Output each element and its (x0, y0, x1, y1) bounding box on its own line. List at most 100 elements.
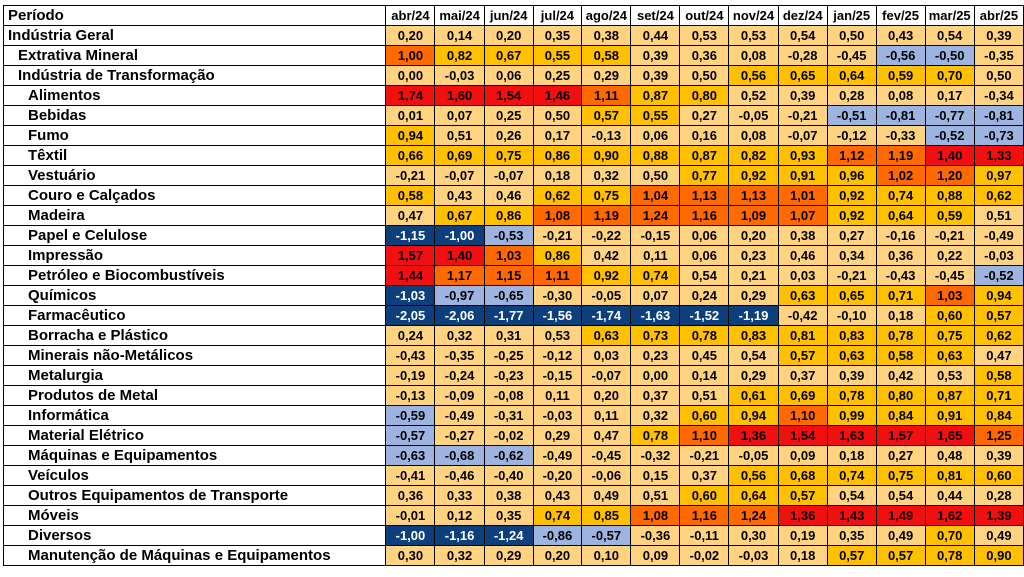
heatmap-cell: 0,94 (385, 125, 436, 146)
column-header: ago/24 (581, 5, 632, 26)
heatmap-cell: 0,35 (483, 505, 534, 526)
heatmap-cell: 0,39 (777, 85, 828, 106)
row-label: Vestuário (2, 165, 387, 186)
heatmap-cell: 0,83 (826, 325, 877, 346)
heatmap-cell: 0,29 (483, 545, 534, 566)
heatmap-cell: 0,97 (973, 165, 1024, 186)
heatmap-cell: 0,69 (434, 145, 485, 166)
heatmap-cell: 0,96 (826, 165, 877, 186)
heatmap-row: Indústria de Transformação 0,00 -0,03 0,06 0… (2, 65, 1024, 86)
header-row: Período abr/24 mai/24 jun/24 jul/24 ago/24 se… (2, 5, 1024, 26)
row-label: Alimentos (2, 85, 387, 106)
row-label: Manutenção de Máquinas e Equipamentos (2, 545, 387, 566)
heatmap-cell: 0,88 (924, 185, 975, 206)
heatmap-cell: 1,20 (924, 165, 975, 186)
heatmap-cell: -0,20 (532, 465, 583, 486)
heatmap-cell: -1,63 (630, 305, 681, 326)
heatmap-cell: -0,15 (630, 225, 681, 246)
heatmap-cell: 0,87 (630, 85, 681, 106)
heatmap-cell: 0,49 (875, 525, 926, 546)
heatmap-cell: 0,39 (826, 365, 877, 386)
heatmap-cell: 0,43 (532, 485, 583, 506)
heatmap-cell: 0,26 (483, 125, 534, 146)
heatmap-row: Impressão 1,57 1,40 1,03 0,86 0,42 0,11 0,06 0,2… (2, 245, 1024, 266)
heatmap-cell: 1,13 (679, 185, 730, 206)
heatmap-cell: 1,62 (924, 505, 975, 526)
heatmap-row: Químicos -1,03 -0,97 -0,65 -0,30 -0,05 0,07 0,2… (2, 285, 1024, 306)
row-label: Veículos (2, 465, 387, 486)
heatmap-row: Bebidas 0,01 0,07 0,25 0,50 0,57 0,55 0,27 -0,05… (2, 105, 1024, 126)
heatmap-cell: 0,54 (924, 25, 975, 46)
heatmap-cell: -0,21 (777, 105, 828, 126)
heatmap-table: Período abr/24 mai/24 jun/24 jul/24 ago/24 se… (2, 5, 1024, 566)
heatmap-cell: -0,07 (581, 365, 632, 386)
heatmap-cell: 0,78 (826, 385, 877, 406)
row-label: Material Elétrico (2, 425, 387, 446)
heatmap-cell: 1,33 (973, 145, 1024, 166)
heatmap-cell: 1,08 (630, 505, 681, 526)
heatmap-cell: 0,48 (924, 445, 975, 466)
heatmap-row: Minerais não-Metálicos -0,43 -0,35 -0,25 -0,… (2, 345, 1024, 366)
heatmap-cell: 0,11 (532, 385, 583, 406)
heatmap-cell: 0,18 (826, 445, 877, 466)
heatmap-row: Produtos de Metal -0,13 -0,09 -0,08 0,11 0,20… (2, 385, 1024, 406)
row-label: Diversos (2, 525, 387, 546)
heatmap-cell: 0,66 (385, 145, 436, 166)
heatmap-cell: -0,52 (973, 265, 1024, 286)
heatmap-cell: 0,36 (679, 45, 730, 66)
heatmap-cell: 0,56 (728, 65, 779, 86)
heatmap-cell: -0,81 (875, 105, 926, 126)
heatmap-cell: 0,30 (385, 545, 436, 566)
row-label: Produtos de Metal (2, 385, 387, 406)
heatmap-cell: -0,81 (973, 105, 1024, 126)
heatmap-cell: -1,00 (385, 525, 436, 546)
heatmap-row: Indústria Geral 0,20 0,14 0,20 0,35 0,38 0,44 0… (2, 25, 1024, 46)
heatmap-cell: 0,53 (728, 25, 779, 46)
heatmap-cell: 0,64 (728, 485, 779, 506)
heatmap-cell: 0,51 (434, 125, 485, 146)
heatmap-cell: 0,00 (630, 365, 681, 386)
heatmap-cell: -0,86 (532, 525, 583, 546)
heatmap-cell: 0,54 (777, 25, 828, 46)
heatmap-cell: -0,36 (630, 525, 681, 546)
heatmap-cell: 0,37 (679, 465, 730, 486)
heatmap-cell: 0,03 (777, 265, 828, 286)
heatmap-cell: 0,60 (679, 405, 730, 426)
heatmap-cell: 0,33 (434, 485, 485, 506)
heatmap-row: Vestuário -0,21 -0,07 -0,07 0,18 0,32 0,50 0,77… (2, 165, 1024, 186)
column-header: dez/24 (777, 5, 828, 26)
heatmap-cell: 0,17 (924, 85, 975, 106)
heatmap-cell: 0,84 (973, 405, 1024, 426)
heatmap-cell: 1,74 (385, 85, 436, 106)
heatmap-cell: 0,58 (385, 185, 436, 206)
heatmap-cell: -0,49 (434, 405, 485, 426)
heatmap-cell: 0,77 (679, 165, 730, 186)
column-header: nov/24 (728, 5, 779, 26)
heatmap-row: Manutenção de Máquinas e Equipamentos 0,3… (2, 545, 1024, 566)
heatmap-cell: -0,25 (483, 345, 534, 366)
column-header: mai/24 (434, 5, 485, 26)
heatmap-cell: 1,10 (679, 425, 730, 446)
heatmap-cell: -0,57 (385, 425, 436, 446)
heatmap-cell: 0,00 (385, 65, 436, 86)
row-label: Máquinas e Equipamentos (2, 445, 387, 466)
heatmap-cell: 0,80 (875, 385, 926, 406)
heatmap-cell: -0,02 (679, 545, 730, 566)
heatmap-cell: 0,37 (777, 365, 828, 386)
row-label: Fumo (2, 125, 387, 146)
heatmap-cell: 1,40 (434, 245, 485, 266)
heatmap-cell: -0,40 (483, 465, 534, 486)
heatmap-cell: 0,82 (728, 145, 779, 166)
heatmap-cell: -0,02 (483, 425, 534, 446)
heatmap-cell: 0,47 (385, 205, 436, 226)
heatmap-cell: -0,51 (826, 105, 877, 126)
heatmap-cell: -0,03 (973, 245, 1024, 266)
heatmap-cell: 0,21 (728, 265, 779, 286)
heatmap-cell: -0,33 (875, 125, 926, 146)
heatmap-cell: -0,09 (434, 385, 485, 406)
heatmap-cell: 0,94 (973, 285, 1024, 306)
heatmap-cell: -0,03 (434, 65, 485, 86)
column-header: out/24 (679, 5, 730, 26)
heatmap-cell: 0,71 (973, 385, 1024, 406)
heatmap-cell: 0,35 (826, 525, 877, 546)
